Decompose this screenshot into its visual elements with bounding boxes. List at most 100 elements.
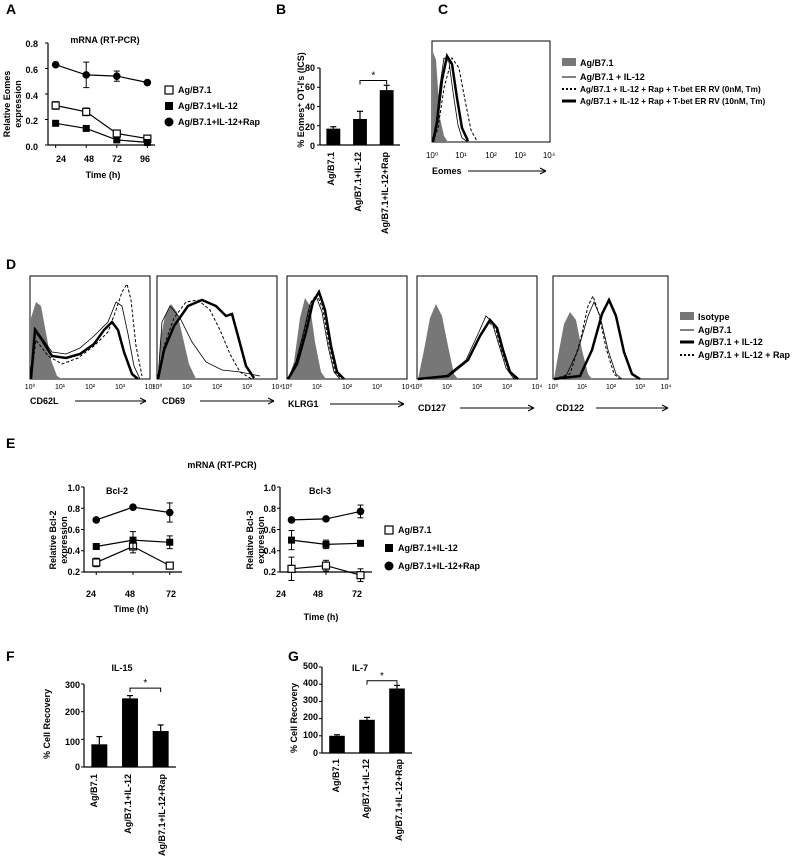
panel-e-right-ytick: 0.8 bbox=[263, 504, 276, 514]
data-point bbox=[112, 72, 121, 80]
series-line bbox=[55, 64, 148, 84]
legend-marker-filled-square bbox=[165, 102, 173, 110]
data-point bbox=[356, 571, 365, 580]
legend-marker-filled-gray bbox=[680, 312, 694, 320]
data-point bbox=[51, 101, 60, 110]
panel-d-histogram-cd127 bbox=[416, 275, 538, 381]
panel-g-ytick: 200 bbox=[303, 712, 318, 722]
panel-c-xtick: 10² bbox=[485, 151, 497, 160]
panel-d-xtick: 10⁴ bbox=[661, 384, 672, 391]
panel-c-legend-entry: Ag/B7.1 + IL-12 + Rap + T-bet ER RV (0nM… bbox=[580, 85, 761, 94]
panel-a-xtick: 48 bbox=[84, 154, 94, 164]
panel-d-xtick: 10⁴ bbox=[145, 384, 156, 391]
panel-g-category: Ag/B7.1+IL-12 bbox=[361, 759, 371, 819]
histogram-curve bbox=[431, 52, 470, 143]
panel-b-ylabel: % Eomes⁺ OT-I's (ICS) bbox=[296, 52, 306, 147]
panel-d-legend-entry: Isotype bbox=[698, 312, 730, 322]
isotype-histogram bbox=[31, 302, 62, 379]
panel-a-ytick: 0.0 bbox=[25, 142, 38, 152]
data-point bbox=[143, 138, 151, 146]
panel-e-right-ytick: 0.6 bbox=[263, 525, 276, 535]
axis-arrow bbox=[330, 400, 405, 408]
panel-f-ytick: 200 bbox=[65, 707, 80, 717]
panel-f-title: IL-15 bbox=[111, 663, 132, 673]
data-point bbox=[129, 503, 137, 511]
data-point bbox=[165, 508, 174, 517]
panel-g-ytick: 300 bbox=[303, 695, 318, 705]
panel-f-category: Ag/B7.1 bbox=[89, 774, 99, 808]
data-point bbox=[287, 516, 296, 524]
bar bbox=[329, 735, 345, 753]
panel-e-left-ytick: 1.0 bbox=[67, 483, 80, 493]
panel-g-category: Ag/B7.1 bbox=[331, 759, 341, 793]
axis-arrow-head bbox=[539, 167, 547, 175]
panel-a-legend-entry: Ag/B7.1+IL-12 bbox=[178, 101, 238, 111]
data-point bbox=[92, 558, 101, 567]
data-point bbox=[322, 540, 330, 548]
bar bbox=[389, 688, 405, 753]
data-point bbox=[52, 119, 60, 127]
panel-d-xtick: 10² bbox=[85, 384, 96, 391]
isotype-histogram bbox=[158, 304, 196, 379]
panel-d-legend-entry: Ag/B7.1 bbox=[698, 325, 732, 335]
panel-label-e: E bbox=[6, 435, 15, 451]
panel-label-b: B bbox=[276, 1, 286, 17]
panel-b-ytick: 0 bbox=[310, 141, 315, 151]
panel-e-left-xlabel: Time (h) bbox=[114, 604, 149, 614]
panel-a-xtick: 72 bbox=[112, 154, 122, 164]
panel-b-ytick: 80 bbox=[305, 63, 315, 73]
panel-g-ytick: 400 bbox=[303, 678, 318, 688]
panel-d-xtick: 10² bbox=[212, 384, 223, 391]
panel-d-xtick: 10¹ bbox=[182, 384, 193, 391]
panel-f-category: Ag/B7.1+IL-12 bbox=[123, 774, 133, 834]
panel-b-category: Ag/B7.1+IL-12+Rap bbox=[380, 152, 390, 235]
data-point bbox=[165, 561, 174, 570]
panel-e-right-ylabel-line1: Relative Bcl-3 bbox=[245, 510, 255, 569]
axis-arrow bbox=[200, 397, 275, 405]
panel-e-title: mRNA (RT-PCR) bbox=[187, 460, 256, 470]
histogram-curve bbox=[417, 317, 519, 381]
panel-e-left-ylabel-line1: Relative Bcl-2 bbox=[48, 510, 58, 569]
panel-d-marker-label: CD62L bbox=[30, 396, 59, 406]
panel-c-histogram bbox=[431, 40, 551, 143]
data-point bbox=[113, 136, 121, 144]
data-point bbox=[51, 60, 60, 69]
data-point bbox=[112, 129, 121, 138]
panel-a-ytick: 0.8 bbox=[25, 39, 38, 49]
histogram-curve bbox=[156, 298, 256, 380]
data-point bbox=[129, 536, 137, 544]
panel-d-xtick: 10³ bbox=[502, 384, 513, 391]
data-point bbox=[92, 516, 101, 524]
bar bbox=[326, 128, 341, 145]
bar bbox=[152, 731, 169, 767]
panel-e-left-ytick: 0.4 bbox=[67, 546, 80, 556]
panel-d-marker-label: CD122 bbox=[556, 403, 584, 413]
panel-label-f: F bbox=[6, 648, 15, 664]
panel-label-a: A bbox=[6, 1, 16, 17]
panel-a-ytick: 0.2 bbox=[25, 116, 38, 126]
panel-g-ylabel: % Cell Recovery bbox=[289, 683, 299, 753]
legend-marker-open-square bbox=[164, 85, 174, 95]
histogram-curve bbox=[30, 282, 143, 380]
significance-label: * bbox=[371, 71, 375, 82]
panel-e-left-xtick: 48 bbox=[125, 589, 135, 599]
panel-f-ytick: 300 bbox=[65, 680, 80, 690]
isotype-histogram bbox=[418, 304, 458, 379]
panel-label-c: C bbox=[438, 1, 448, 17]
panel-a-ytick: 0.6 bbox=[25, 65, 38, 75]
histogram-curve bbox=[553, 294, 621, 380]
panel-e-right-xtick: 48 bbox=[313, 589, 323, 599]
panel-a-xlabel: Time (h) bbox=[86, 170, 121, 180]
panel-f-category: Ag/B7.1+IL-12+Rap bbox=[157, 774, 167, 857]
legend-marker-filled-gray bbox=[562, 58, 576, 66]
isotype-histogram bbox=[554, 312, 592, 379]
panel-b-ytick: 40 bbox=[305, 102, 315, 112]
panel-d-xtick: 10⁰ bbox=[548, 383, 559, 391]
panel-d-xtick: 10³ bbox=[242, 384, 253, 391]
panel-g-title: IL-7 bbox=[352, 663, 368, 673]
panel-d-marker-label: CD127 bbox=[418, 403, 446, 413]
panel-label-g: G bbox=[288, 648, 299, 664]
panel-f-ytick: 0 bbox=[75, 762, 80, 772]
panel-d-xtick: 10⁰ bbox=[412, 383, 423, 391]
significance-label: * bbox=[143, 678, 147, 689]
